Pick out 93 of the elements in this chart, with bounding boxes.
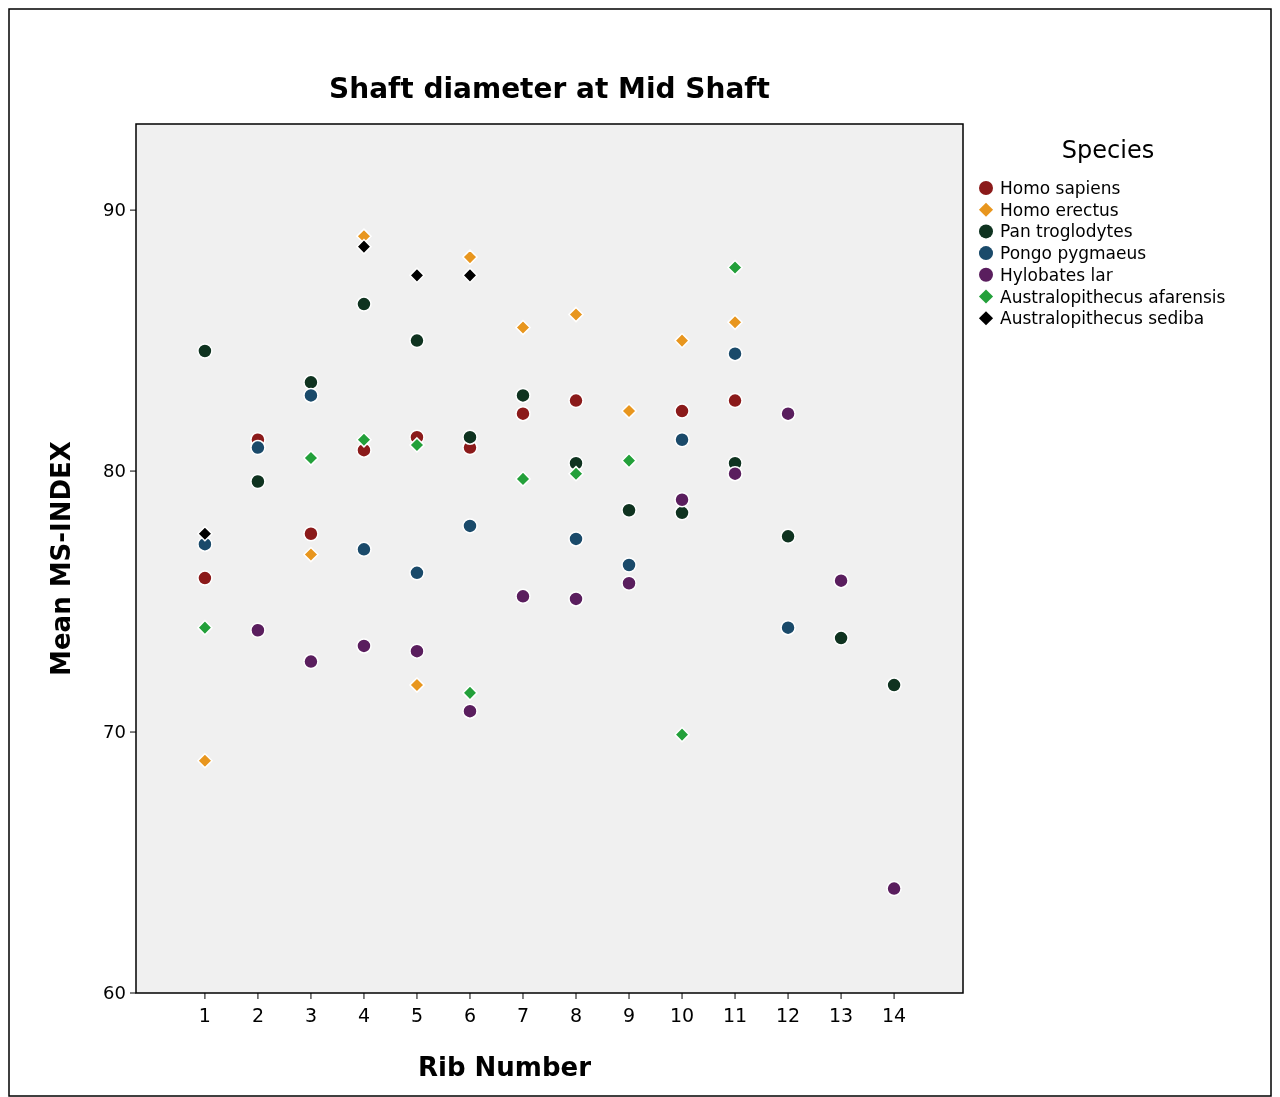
legend-label: Hylobates lar	[1000, 264, 1113, 285]
legend-label: Homo erectus	[1000, 199, 1119, 220]
point	[197, 619, 213, 636]
point	[674, 492, 690, 508]
point	[727, 465, 743, 482]
point	[409, 267, 425, 284]
point	[621, 575, 637, 592]
point	[462, 429, 478, 445]
point	[303, 374, 319, 391]
x-tick-label: 8	[569, 1004, 583, 1026]
point	[303, 450, 319, 466]
x-tick-label: 13	[828, 1004, 854, 1026]
point	[303, 525, 319, 542]
point	[462, 249, 478, 265]
y-tick-label: 60	[103, 982, 126, 1003]
point	[515, 405, 531, 422]
y-tick-label: 80	[103, 460, 126, 482]
point	[303, 653, 319, 670]
point	[621, 403, 637, 419]
point	[780, 528, 796, 545]
x-tick-label: 6	[463, 1004, 477, 1026]
point	[727, 314, 743, 331]
point	[780, 619, 796, 636]
point	[674, 432, 690, 448]
point	[356, 431, 372, 448]
point	[568, 531, 584, 547]
x-tick-label: 4	[357, 1004, 370, 1026]
point	[515, 471, 531, 487]
x-tick-label: 11	[722, 1004, 748, 1026]
x-tick-label: 9	[622, 1004, 636, 1026]
point	[356, 638, 372, 654]
point	[356, 541, 372, 558]
point	[621, 557, 637, 573]
legend-label: Pan troglodytes	[1000, 221, 1133, 242]
x-axis-title: Rib Number	[417, 1052, 592, 1082]
x-tick-label: 7	[516, 1004, 530, 1026]
x-tick-label: 14	[881, 1004, 907, 1026]
point	[674, 332, 690, 349]
point	[356, 238, 372, 255]
point	[409, 565, 425, 581]
point	[197, 525, 213, 542]
point	[409, 437, 425, 453]
point	[886, 880, 902, 897]
point	[727, 392, 743, 409]
point	[674, 726, 690, 743]
legend-label: Pongo pygmaeus	[1000, 243, 1147, 264]
legend-title: Species	[1061, 136, 1155, 164]
point	[197, 570, 213, 586]
point	[515, 319, 531, 336]
point	[621, 452, 637, 469]
y-axis-title: Mean MS-INDEX	[46, 441, 76, 676]
point	[780, 405, 796, 422]
point	[462, 267, 478, 284]
point	[568, 591, 584, 607]
point	[250, 473, 266, 490]
chart-title: Shaft diameter at Mid Shaft	[329, 72, 770, 105]
x-tick-label: 5	[410, 1004, 424, 1026]
point	[727, 259, 743, 276]
point	[250, 622, 266, 638]
x-tick-label: 3	[304, 1004, 317, 1026]
point	[674, 403, 690, 419]
point	[833, 572, 849, 589]
point	[515, 387, 531, 404]
legend-label: Australopithecus afarensis	[1000, 286, 1226, 307]
point	[303, 546, 319, 563]
x-tick-label: 2	[251, 1004, 264, 1026]
point	[409, 677, 425, 693]
legend-label: Australopithecus sediba	[1000, 308, 1205, 329]
point	[886, 677, 902, 693]
point	[462, 518, 478, 534]
point	[462, 703, 478, 719]
point	[674, 505, 690, 521]
point	[409, 332, 425, 349]
point	[727, 345, 743, 362]
point	[303, 387, 319, 404]
point	[409, 643, 425, 659]
point	[197, 752, 213, 769]
point	[250, 439, 266, 456]
point	[568, 392, 584, 409]
point	[568, 465, 584, 482]
x-tick-label: 12	[775, 1004, 801, 1026]
x-tick-label: 10	[669, 1004, 695, 1026]
y-tick-label: 70	[103, 721, 126, 743]
legend-label: Homo sapiens	[1000, 178, 1121, 198]
point	[568, 306, 584, 323]
y-tick-label: 90	[103, 199, 126, 221]
point	[462, 685, 478, 701]
point	[356, 296, 372, 312]
point	[515, 588, 531, 605]
x-tick-label: 1	[198, 1004, 211, 1026]
point	[833, 630, 849, 646]
point	[197, 343, 213, 359]
point	[621, 502, 637, 518]
